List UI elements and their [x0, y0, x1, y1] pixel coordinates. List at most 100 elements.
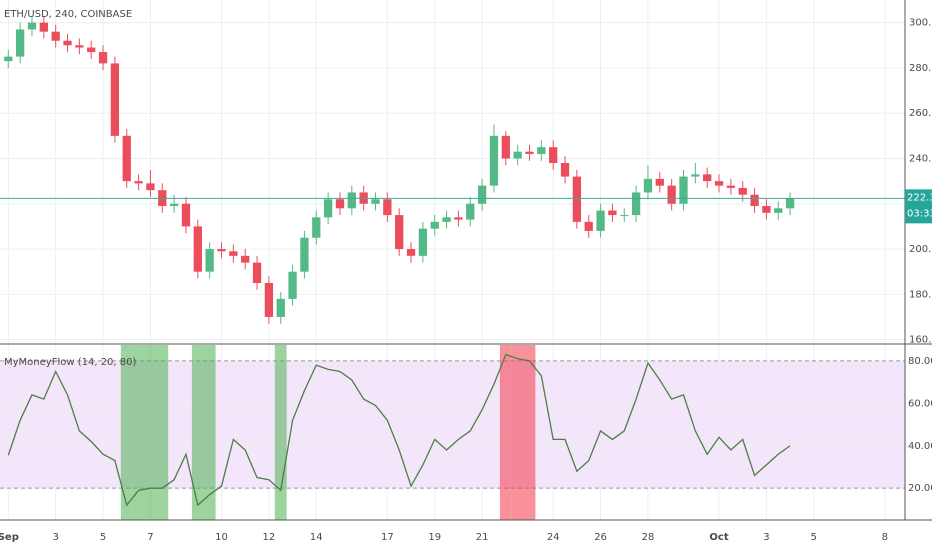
candle-body: [703, 174, 712, 182]
candle-body: [442, 217, 451, 222]
candle-body: [39, 22, 48, 32]
candle-body: [217, 249, 226, 252]
x-tick-label: 3: [52, 532, 58, 543]
last-price-tag: [905, 189, 932, 224]
y-tick-label: 60.0000: [908, 398, 932, 409]
candle-body: [110, 63, 120, 136]
candle-body: [596, 210, 605, 231]
candle-body: [667, 185, 676, 204]
candle-body: [181, 203, 191, 227]
candle-body: [51, 31, 60, 41]
candle-body: [513, 151, 522, 159]
signal-zone: [511, 345, 524, 520]
x-tick-label: 14: [310, 532, 323, 543]
candle-body: [300, 237, 309, 272]
x-tick-label: 17: [381, 532, 394, 543]
y-tick-label: 20.0000: [908, 483, 932, 494]
x-tick-label: 12: [263, 532, 276, 543]
indicator-title: MyMoneyFlow (14, 20, 80): [4, 357, 136, 368]
y-tick-label: 240.00: [909, 153, 932, 164]
candle-body: [323, 199, 333, 218]
x-tick-label: Sep: [0, 532, 19, 543]
candle-body: [264, 283, 274, 317]
candle-body: [477, 185, 487, 204]
candle-body: [383, 199, 392, 216]
signal-zone: [499, 345, 512, 520]
x-tick-label: Oct: [709, 532, 728, 543]
candle-body: [312, 217, 321, 238]
candle-body: [584, 221, 593, 231]
candle-body: [501, 135, 510, 159]
candle-body: [430, 221, 439, 229]
candle-body: [549, 147, 558, 164]
candle-body: [631, 192, 641, 216]
candle-body: [489, 135, 499, 186]
candle-body: [276, 298, 285, 317]
x-tick-label: 19: [428, 532, 441, 543]
candle-body: [134, 181, 143, 184]
candle-body: [537, 147, 546, 154]
candle-body: [679, 176, 688, 204]
candle-body: [560, 163, 570, 177]
candle-body: [738, 187, 747, 195]
candle-body: [643, 178, 653, 193]
candle-body: [146, 183, 155, 191]
candle-body: [454, 217, 463, 220]
signal-zone: [274, 345, 287, 520]
candle-body: [466, 203, 475, 220]
x-tick-label: 24: [547, 532, 560, 543]
candle-body: [122, 135, 131, 182]
candle-body: [87, 47, 96, 53]
candle-body: [335, 199, 345, 209]
candle-body: [252, 262, 262, 284]
signal-zone: [523, 345, 536, 520]
candle-body: [750, 194, 759, 207]
candle-body: [75, 45, 84, 48]
signal-zone: [132, 345, 145, 520]
signal-zone: [203, 345, 216, 520]
candle-body: [241, 255, 250, 263]
candle-body: [714, 181, 724, 186]
x-tick-label: 3: [763, 532, 769, 543]
candle-body: [371, 199, 380, 204]
y-tick-label: 80.0000: [908, 356, 932, 367]
candle-body: [691, 174, 700, 177]
last-price-label: 222.39: [907, 192, 932, 203]
candle-body: [15, 29, 25, 57]
candle-body: [205, 249, 214, 272]
y-tick-label: 300.00: [909, 18, 932, 29]
candle-body: [229, 251, 238, 256]
countdown-label: 03:33:55: [907, 208, 932, 219]
y-tick-label: 160.00: [909, 335, 932, 346]
x-tick-label: 8: [882, 532, 888, 543]
candle-body: [608, 210, 617, 216]
mfi-line: [7, 353, 791, 507]
candle-body: [193, 226, 202, 272]
candle-body: [762, 206, 771, 213]
x-tick-label: 28: [642, 532, 655, 543]
candle-body: [4, 56, 13, 62]
chart-title: ETH/USD, 240, COINBASE: [4, 9, 132, 20]
x-tick-label: 10: [215, 532, 228, 543]
y-tick-label: 40.0000: [908, 441, 932, 452]
x-tick-label: 7: [147, 532, 153, 543]
candle-body: [169, 203, 179, 207]
y-tick-label: 180.00: [909, 289, 932, 300]
candle-body: [63, 40, 72, 46]
candle-body: [774, 208, 783, 213]
candle-body: [785, 198, 795, 209]
candle-body: [726, 185, 736, 188]
candle-body: [347, 192, 356, 209]
signal-zone: [156, 345, 169, 520]
signal-zone: [144, 345, 157, 520]
candle-body: [395, 215, 404, 250]
candle-body: [27, 22, 37, 30]
y-tick-label: 200.00: [909, 244, 932, 255]
candle-body: [288, 271, 297, 299]
y-tick-label: 280.00: [909, 63, 932, 74]
candle-body: [98, 52, 108, 64]
x-tick-label: 5: [100, 532, 106, 543]
candle-body: [620, 215, 629, 217]
x-tick-label: 26: [594, 532, 607, 543]
